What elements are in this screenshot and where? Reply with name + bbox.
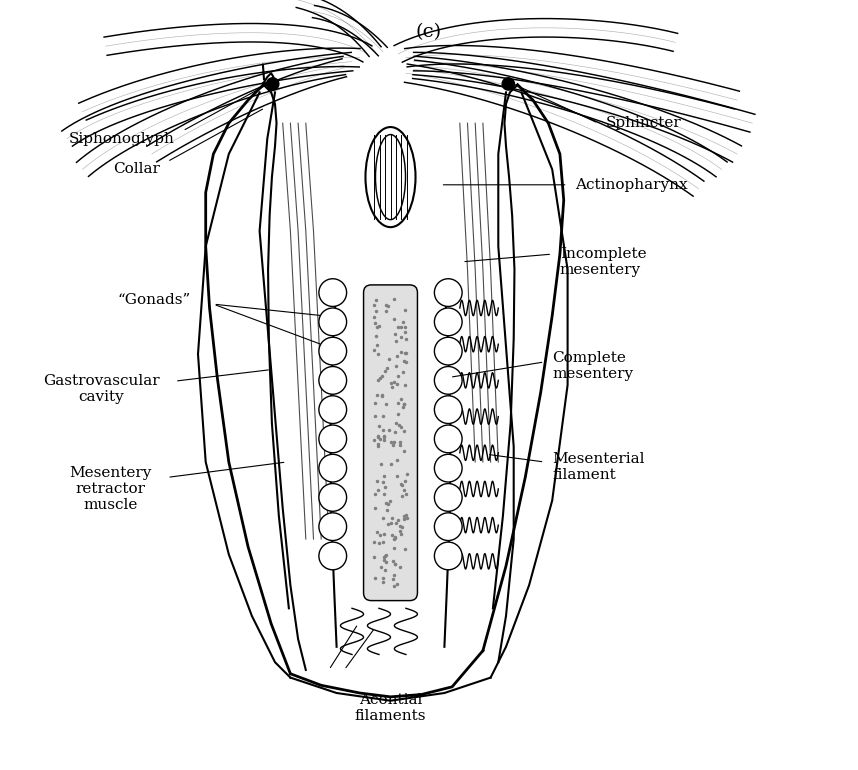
Text: (c): (c) bbox=[416, 23, 442, 41]
Circle shape bbox=[434, 279, 462, 306]
Circle shape bbox=[434, 454, 462, 482]
Circle shape bbox=[319, 337, 347, 365]
FancyBboxPatch shape bbox=[364, 285, 418, 601]
Text: Incomplete
mesentery: Incomplete mesentery bbox=[560, 246, 647, 277]
Text: Mesenterial
filament: Mesenterial filament bbox=[553, 452, 644, 483]
Circle shape bbox=[434, 513, 462, 541]
Circle shape bbox=[319, 425, 347, 453]
Text: Siphonoglyph: Siphonoglyph bbox=[69, 132, 175, 146]
Circle shape bbox=[319, 542, 347, 570]
Text: “Gonads”: “Gonads” bbox=[117, 293, 190, 307]
Text: Collar: Collar bbox=[112, 162, 160, 176]
Circle shape bbox=[434, 367, 462, 394]
Circle shape bbox=[319, 279, 347, 306]
Text: Gastrovascular
cavity: Gastrovascular cavity bbox=[43, 373, 160, 404]
Circle shape bbox=[319, 454, 347, 482]
Text: Acontial
filaments: Acontial filaments bbox=[354, 693, 426, 723]
Circle shape bbox=[319, 367, 347, 394]
Circle shape bbox=[434, 337, 462, 365]
Text: Actinopharynx: Actinopharynx bbox=[576, 178, 688, 192]
Text: Sphincter: Sphincter bbox=[606, 116, 682, 130]
Circle shape bbox=[502, 78, 515, 90]
Ellipse shape bbox=[366, 127, 415, 227]
Circle shape bbox=[267, 78, 279, 90]
Circle shape bbox=[319, 396, 347, 424]
Circle shape bbox=[434, 484, 462, 511]
Circle shape bbox=[434, 396, 462, 424]
Circle shape bbox=[319, 513, 347, 541]
Circle shape bbox=[434, 425, 462, 453]
Circle shape bbox=[434, 308, 462, 336]
Circle shape bbox=[319, 308, 347, 336]
Text: Complete
mesentery: Complete mesentery bbox=[553, 350, 633, 381]
Circle shape bbox=[319, 484, 347, 511]
Circle shape bbox=[434, 542, 462, 570]
Text: Mesentery
retractor
muscle: Mesentery retractor muscle bbox=[69, 466, 152, 512]
